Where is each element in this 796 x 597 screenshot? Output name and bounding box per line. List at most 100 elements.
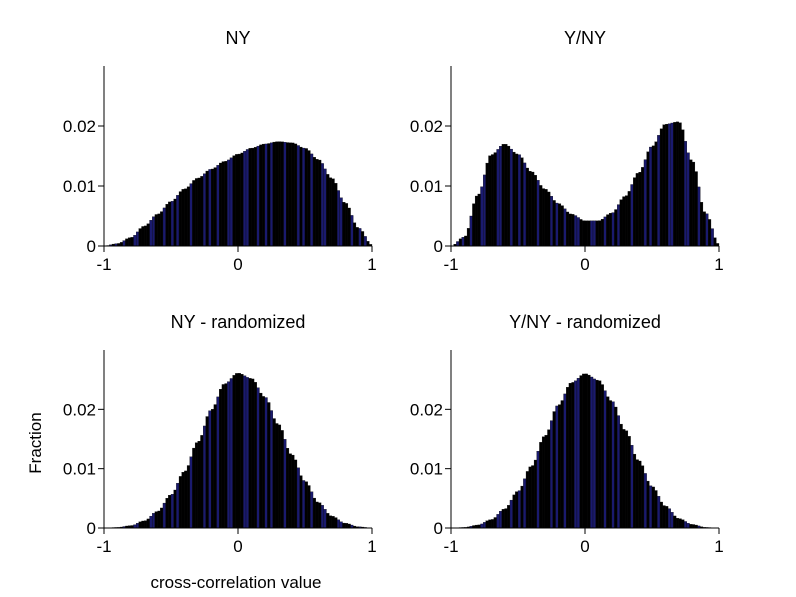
histogram-bar (278, 141, 282, 247)
histogram-bar (531, 465, 535, 529)
histogram-bar (224, 161, 228, 247)
histogram-bar (533, 175, 537, 247)
histogram-bar (194, 442, 198, 529)
histogram-bar (361, 231, 365, 247)
histogram-bar (598, 380, 602, 529)
histogram-bar (240, 374, 244, 529)
histogram-bar (261, 143, 265, 247)
histogram-bar (318, 159, 322, 247)
histogram-bar (203, 425, 206, 529)
histogram-bar (358, 228, 362, 247)
histogram-bar (622, 429, 626, 529)
histogram-bar (144, 520, 148, 529)
histogram-bar (625, 195, 629, 247)
y-tick-label: 0.02 (410, 117, 443, 136)
histogram-bar (267, 402, 271, 529)
histogram-bar (582, 220, 586, 247)
histogram-bar (697, 186, 701, 247)
histogram-bar (536, 180, 540, 247)
histogram-bar (667, 123, 671, 247)
histogram-bar (614, 406, 618, 529)
chart-panel-1: NY-1 0 100.010.02 (63, 28, 377, 274)
histogram-bar (248, 148, 252, 247)
histogram-bar (288, 142, 292, 247)
histogram-bar (541, 436, 545, 529)
histogram-bar (700, 202, 704, 247)
histogram-bar (296, 145, 300, 247)
histogram-bar (160, 211, 164, 247)
histogram-bar (638, 460, 642, 529)
histogram-bar (662, 124, 666, 247)
histogram-bar (673, 515, 677, 529)
histogram-bar (291, 454, 295, 529)
y-tick-label: 0 (434, 237, 443, 256)
histogram-bar (160, 507, 164, 529)
histogram-bar (315, 159, 319, 247)
histogram-bar (320, 163, 324, 247)
y-tick-label: 0.01 (410, 177, 443, 196)
histogram-bar (509, 148, 513, 247)
histogram-bar (216, 396, 220, 529)
histogram-bar (641, 167, 645, 247)
histogram-bar (512, 151, 516, 247)
histogram-bar (181, 189, 185, 247)
histogram-bar (162, 502, 166, 529)
histogram-bar (507, 145, 511, 247)
histogram-bar (197, 177, 201, 247)
histogram-bar (681, 129, 685, 247)
histogram-bar (592, 378, 596, 529)
histogram-bar (606, 396, 610, 529)
histogram-bar (334, 183, 338, 247)
histogram-bar (363, 236, 367, 247)
histogram-bar (488, 519, 492, 529)
histogram-bar (328, 177, 332, 247)
histogram-bar (152, 216, 156, 247)
histogram-bar (657, 496, 661, 529)
histogram-bar (600, 219, 604, 247)
histogram-bar (633, 177, 637, 247)
histogram-bar (480, 186, 484, 247)
histogram-bar (136, 523, 139, 529)
histogram-bar (684, 141, 687, 247)
histogram-bar (267, 143, 271, 247)
histogram-bar (630, 445, 634, 529)
histogram-bar (355, 227, 359, 247)
histogram-bar (651, 145, 655, 247)
histogram-bar (170, 494, 174, 529)
histogram-bar (165, 204, 169, 247)
histogram-bar (173, 489, 177, 529)
histogram-bar (539, 185, 543, 247)
histogram-bar (536, 451, 540, 529)
chart-panel-3: NY - randomized-1 0 100.010.02 (63, 312, 377, 556)
histogram-bar (127, 237, 131, 247)
histogram-bar (141, 226, 145, 247)
histogram-bar (619, 423, 623, 529)
histogram-bar (186, 186, 190, 247)
x-tick-label: -1 (443, 255, 458, 274)
histogram-bar (248, 378, 252, 529)
histogram-bar (353, 222, 357, 247)
histogram-bar (563, 393, 567, 529)
histogram-bar (592, 220, 596, 247)
histogram-bar (643, 473, 647, 529)
histogram-bar (221, 384, 225, 529)
histogram-bar (283, 439, 287, 529)
chart-title: Y/NY - randomized (509, 312, 661, 332)
histogram-bar (456, 241, 460, 247)
histogram-bar (670, 122, 674, 247)
histogram-bar (286, 448, 290, 529)
histogram-bar (125, 238, 129, 247)
histogram-bar (189, 456, 193, 529)
histogram-bar (692, 161, 696, 247)
histogram-bar (345, 203, 349, 247)
histogram-bar (684, 521, 687, 529)
histogram-bar (662, 505, 666, 529)
histogram-bar (590, 220, 594, 247)
histogram-bar (694, 171, 698, 247)
histogram-bar (525, 471, 529, 529)
histogram-bar (571, 214, 575, 247)
histogram-bar (170, 201, 174, 247)
histogram-bar (178, 191, 182, 247)
histogram-bar (216, 165, 220, 247)
histogram-bar (208, 169, 212, 247)
